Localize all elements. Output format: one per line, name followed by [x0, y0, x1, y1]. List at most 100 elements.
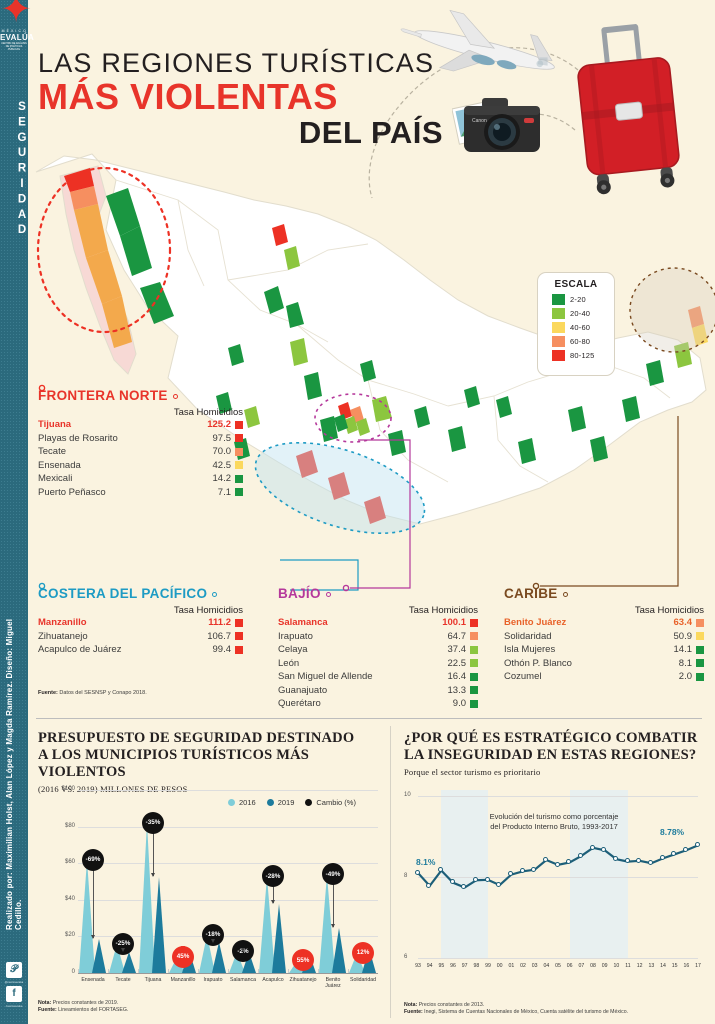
change-connector: [333, 874, 334, 928]
bar-chart-gridline: [78, 826, 378, 828]
line-chart-x-label: 00: [496, 963, 503, 969]
region-row-swatch: [235, 420, 243, 429]
region-row-value: 111.2: [208, 617, 231, 628]
budget-subtitle: (2016 VS. 2019) MILLONES DE PESOS: [38, 784, 188, 794]
region-row-value: 22.5: [447, 657, 467, 669]
region-row-value: 8.1: [678, 657, 692, 669]
line-chart-point: [414, 869, 420, 875]
twitter-icon[interactable]: 𝒫: [6, 962, 22, 978]
region-row-swatch: [235, 618, 243, 627]
line-chart-x-label: 15: [671, 963, 678, 969]
scale-rows: 2-20 20-40 40-60 60-80 80-125: [538, 294, 614, 361]
facebook-icon[interactable]: f: [6, 986, 22, 1002]
line-chart-x-label: 16: [683, 963, 690, 969]
bar-chart-x-tick: [258, 969, 259, 973]
scale-swatch: [552, 308, 565, 319]
brand-logo-line2: EVALÚA: [0, 33, 35, 42]
region-row: Celaya 37.4: [278, 643, 478, 657]
bar-chart-gridline: [78, 863, 378, 865]
region-row-swatch: [235, 645, 243, 654]
line-chart-x-label: 05: [555, 963, 561, 969]
region-title: FRONTERA NORTE: [38, 388, 243, 403]
bar-chart-x-label: Salamanca: [230, 977, 256, 983]
change-arrow-icon: [300, 949, 305, 954]
line-chart-point: [566, 859, 572, 865]
region-row-value: 50.9: [673, 630, 693, 642]
legend-label: 2019: [277, 798, 295, 807]
line-chart-x-label: 94: [426, 963, 433, 969]
region-row-name: Benito Juárez: [504, 617, 567, 628]
legend-label: 2016: [239, 798, 256, 807]
region-row: Salamanca 100.1: [278, 616, 478, 630]
line-chart-point: [613, 855, 619, 861]
region-column-header: Tasa Homicidios: [173, 605, 243, 616]
region-row-swatch: [470, 659, 478, 668]
region-row-value: 100.1: [442, 617, 466, 628]
page-title: LAS REGIONES TURÍSTICAS MÁS VIOLENTAS DE…: [38, 48, 443, 149]
change-connector: [93, 859, 94, 939]
region-row-name: Cozumel: [504, 671, 542, 682]
region-row-name: Playas de Rosarito: [38, 432, 118, 444]
scale-item: 20-40: [552, 308, 614, 319]
brand-logo: M É X I C O EVALÚA CENTRO DE ANÁLISIS DE…: [0, 26, 35, 62]
line-chart-x-label: 09: [601, 963, 608, 969]
region-row-value: 63.4: [673, 617, 693, 628]
mexico-choropleth-map: [35, 153, 715, 535]
bar-chart-x-label: Tijuana: [144, 977, 162, 983]
region-row: Acapulco de Juárez 99.4: [38, 643, 243, 657]
line-chart-point: [496, 881, 502, 887]
region-row: Playas de Rosarito 97.5: [38, 432, 243, 446]
line-chart-point: [461, 884, 467, 890]
bar-chart-legend: 2016 2019 Cambio (%): [228, 798, 363, 807]
bar-chart-y-label: $20: [64, 932, 75, 939]
change-arrow-icon: [330, 924, 335, 929]
bar-chart-y-label: $40: [64, 895, 75, 902]
line-chart-y-label: 8: [404, 873, 408, 879]
bar-chart-x-label: Irapuato: [203, 977, 223, 983]
bar-chart-x-tick: [318, 969, 319, 973]
line-chart-point: [671, 851, 677, 857]
title-line-2: MÁS VIOLENTAS: [38, 76, 338, 117]
region-row-value: 2.0: [678, 671, 692, 682]
bar-chart-x-label: Solidaridad: [350, 977, 376, 983]
tourism-source-text: Inegi, Sistema de Cuentas Nacionales de …: [422, 1009, 629, 1015]
region-row-name: Manzanillo: [38, 617, 87, 628]
region-row: Mexicali 14.2: [38, 472, 243, 486]
line-chart-point: [519, 868, 525, 874]
budget-title-line1: PRESUPUESTO DE SEGURIDAD DESTINADO: [38, 730, 355, 746]
change-arrow-icon: [120, 948, 125, 953]
region-row-value: 16.4: [447, 671, 467, 682]
scale-swatch: [552, 322, 565, 333]
bar-chart-x-tick: [228, 969, 229, 973]
bar-chart-x-tick: [198, 969, 199, 973]
region-row-name: Puerto Peñasco: [38, 486, 106, 498]
bar-2019: [122, 952, 137, 973]
legend-dot: [266, 799, 274, 806]
region-row-name: Ensenada: [38, 459, 81, 471]
region-bajio: BAJÍO Tasa Homicidios Salamanca 100.1 Irapua…: [278, 586, 478, 711]
region-row: Tecate 70.0: [38, 445, 243, 459]
region-column-header: Tasa Homicidios: [173, 407, 243, 418]
line-chart-y-label: 10: [404, 792, 411, 798]
region-row-swatch: [470, 645, 478, 654]
change-arrow-icon: [240, 948, 245, 953]
scale-title: ESCALA: [554, 279, 598, 290]
line-chart-x-label: 11: [625, 963, 631, 969]
region-row: Cozumel 2.0: [504, 670, 704, 684]
region-row: Othón P. Blanco 8.1: [504, 657, 704, 671]
scale-label: 40-60: [570, 323, 591, 332]
tourism-panel: ¿POR QUÉ ES ESTRATÉGICO COMBATIR LA INSE…: [404, 730, 704, 777]
legend-dot: [228, 799, 235, 806]
facebook-handle: /mexicoevalua: [5, 1005, 23, 1008]
line-chart-x-label: 99: [485, 963, 491, 969]
sidebar-section-title: SEGURIDAD: [16, 100, 28, 240]
bar-2019: [272, 904, 287, 973]
line-chart-point: [426, 882, 432, 888]
region-row-value: 42.5: [212, 459, 232, 471]
region-row: Solidaridad 50.9: [504, 630, 704, 644]
budget-note-text: Precios constantes de 2019.: [51, 1000, 119, 1006]
change-arrow-icon: [270, 900, 275, 905]
line-chart-inner-title-1: Evolución del turismo como porcentaje: [489, 812, 619, 821]
line-chart-x-label: 01: [508, 963, 515, 969]
tourism-title-line2: LA INSEGURIDAD EN ESTAS REGIONES?: [404, 747, 697, 763]
